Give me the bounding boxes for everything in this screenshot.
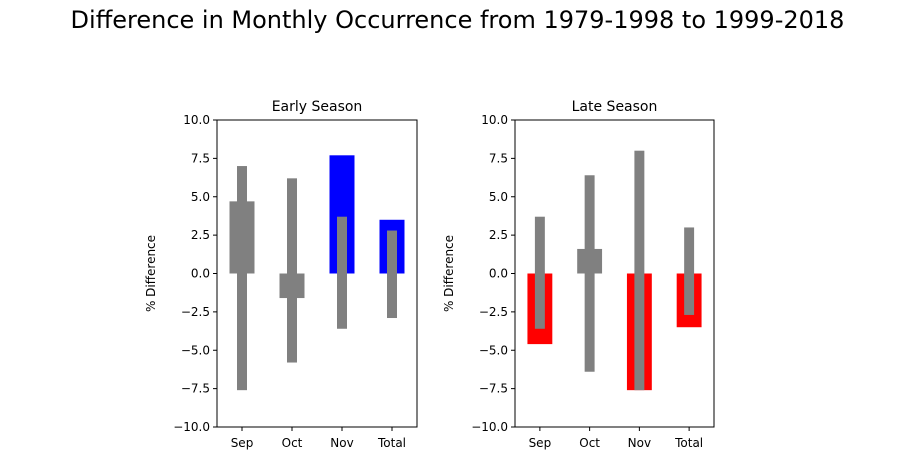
late-season-ytick-label: −10.0 [471,420,508,434]
early-season-ytick-label: 2.5 [191,228,210,242]
early-season-ytick-label: −5.0 [181,343,210,357]
early-season-range-total [387,230,397,319]
late-season-ytick-label: 7.5 [489,151,508,165]
early-season-xtick-label: Sep [231,436,254,450]
early-season-range-oct [287,178,297,363]
late-season-ytick-label: 2.5 [489,228,508,242]
early-season-ylabel: % Difference [144,235,158,312]
late-season-xtick-label: Nov [628,436,651,450]
late-season-ytick-label: −5.0 [479,343,508,357]
early-season-xtick-label: Nov [330,436,353,450]
late-season-range-nov [634,150,645,391]
late-season-xtick-label: Total [674,436,703,450]
late-season-range-sep [534,216,545,329]
late-season-ytick-label: 5.0 [489,190,508,204]
late-season-range-oct [584,175,595,372]
early-season-range-sep [237,166,247,391]
late-season-ytick-label: −2.5 [479,305,508,319]
early-season-ytick-label: 0.0 [191,267,210,281]
early-season-ytick-label: −2.5 [181,305,210,319]
early-season-ytick-label: −10.0 [173,420,210,434]
late-season-ytick-label: 10.0 [481,113,508,127]
late-season-ytick-label: −7.5 [479,382,508,396]
early-season-xtick-label: Total [377,436,406,450]
early-season-panel-title: Early Season [272,99,363,115]
early-season-xtick-label: Oct [282,436,303,450]
early-season-ytick-label: 5.0 [191,190,210,204]
late-season-panel-title: Late Season [572,99,658,115]
late-season-xtick-label: Sep [529,436,552,450]
figure-title: Difference in Monthly Occurrence from 19… [70,6,845,34]
early-season-ytick-label: 7.5 [191,151,210,165]
late-season-ylabel: % Difference [442,235,456,312]
late-season-range-total [684,227,695,315]
late-season-xtick-label: Oct [579,436,600,450]
early-season-ytick-label: 10.0 [183,113,210,127]
early-season-ytick-label: −7.5 [181,382,210,396]
late-season-ytick-label: 0.0 [489,267,508,281]
early-season-range-nov [337,216,347,329]
